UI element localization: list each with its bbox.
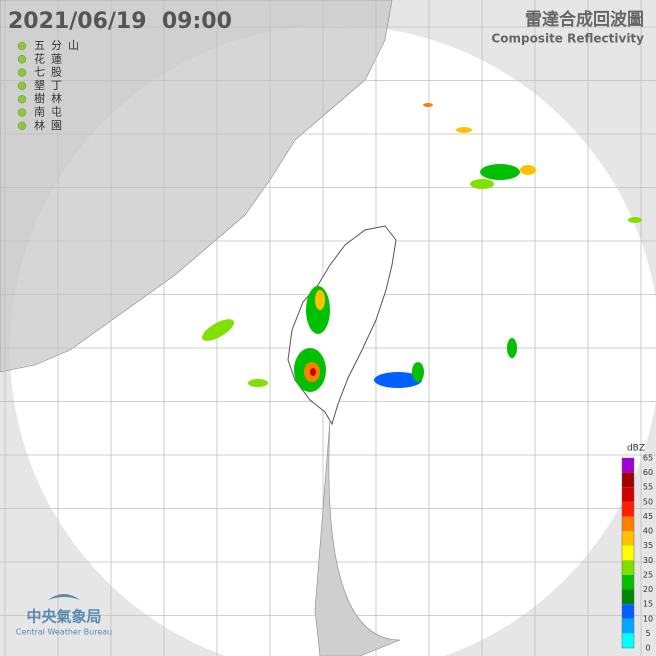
echo (480, 164, 520, 180)
colorbar-segment (622, 574, 634, 590)
station-name: 五分山 (34, 39, 85, 52)
colorbar-label: 20 (643, 585, 653, 594)
echo (310, 368, 316, 376)
colorbar-segment (622, 458, 634, 473)
station-dot (17, 94, 27, 104)
colorbar-label: 35 (643, 541, 653, 550)
colorbar-label: 60 (643, 468, 653, 477)
logo-name-en: Central Weather Bureau (16, 628, 112, 637)
mainland-coast (0, 0, 393, 373)
colorbar-label: 55 (643, 483, 653, 492)
echoes (202, 103, 642, 392)
timestamp: 2021/06/19 09:00 (8, 9, 232, 34)
station-dot (17, 121, 27, 131)
echo (248, 379, 268, 387)
colorbar-segment (622, 633, 634, 648)
colorbar-segment (622, 604, 634, 619)
station-name: 林園 (34, 118, 68, 132)
colorbar-segment (622, 545, 634, 561)
logo-name-zh: 中央氣象局 (26, 608, 101, 626)
echo (412, 362, 424, 382)
echo (456, 127, 472, 133)
station-dot (17, 81, 27, 91)
echo (520, 165, 536, 175)
station-dot (17, 68, 27, 77)
colorbar-segment (622, 501, 634, 517)
title-en: Composite Reflectivity (491, 32, 644, 46)
colorbar-segment (622, 589, 634, 605)
station-dot (17, 108, 27, 117)
station-name: 南屯 (34, 106, 68, 119)
station-dot (17, 55, 27, 64)
colorbar-segment (622, 618, 634, 634)
echo (423, 103, 433, 107)
colorbar-label: 40 (643, 527, 653, 536)
station-name: 七股 (34, 66, 68, 79)
colorbar-segment (622, 472, 634, 488)
station-name: 花蓮 (34, 51, 68, 65)
colorbar-label: 50 (643, 497, 653, 506)
echo (470, 179, 494, 189)
colorbar-label: 0 (645, 644, 650, 653)
echo (315, 290, 325, 310)
colorbar-label: 65 (643, 454, 653, 463)
colorbar-label: 30 (643, 556, 653, 565)
colorbar-segment (622, 560, 634, 575)
colorbar-segment (622, 531, 634, 546)
philippines-coast (314, 419, 401, 656)
echo (374, 372, 422, 388)
colorbar-label: 45 (643, 512, 653, 521)
title-zh: 雷達合成回波圖 (525, 9, 644, 30)
station-name: 墾丁 (34, 79, 68, 92)
colorbar-segment (622, 516, 634, 532)
logo-icon (48, 594, 80, 600)
colorbar-frame (621, 457, 635, 649)
colorbar-label: 15 (643, 600, 653, 609)
station-name: 樹林 (34, 91, 68, 105)
colorbar-segment (622, 487, 634, 502)
colorbar-label: 10 (643, 614, 653, 623)
station-dot (17, 41, 27, 51)
echo (507, 338, 517, 358)
echo (202, 319, 234, 341)
colorbar-label: 25 (643, 570, 653, 579)
echo (628, 217, 642, 223)
colorbar-label: 5 (645, 629, 650, 638)
legend-unit: dBZ (627, 444, 645, 454)
